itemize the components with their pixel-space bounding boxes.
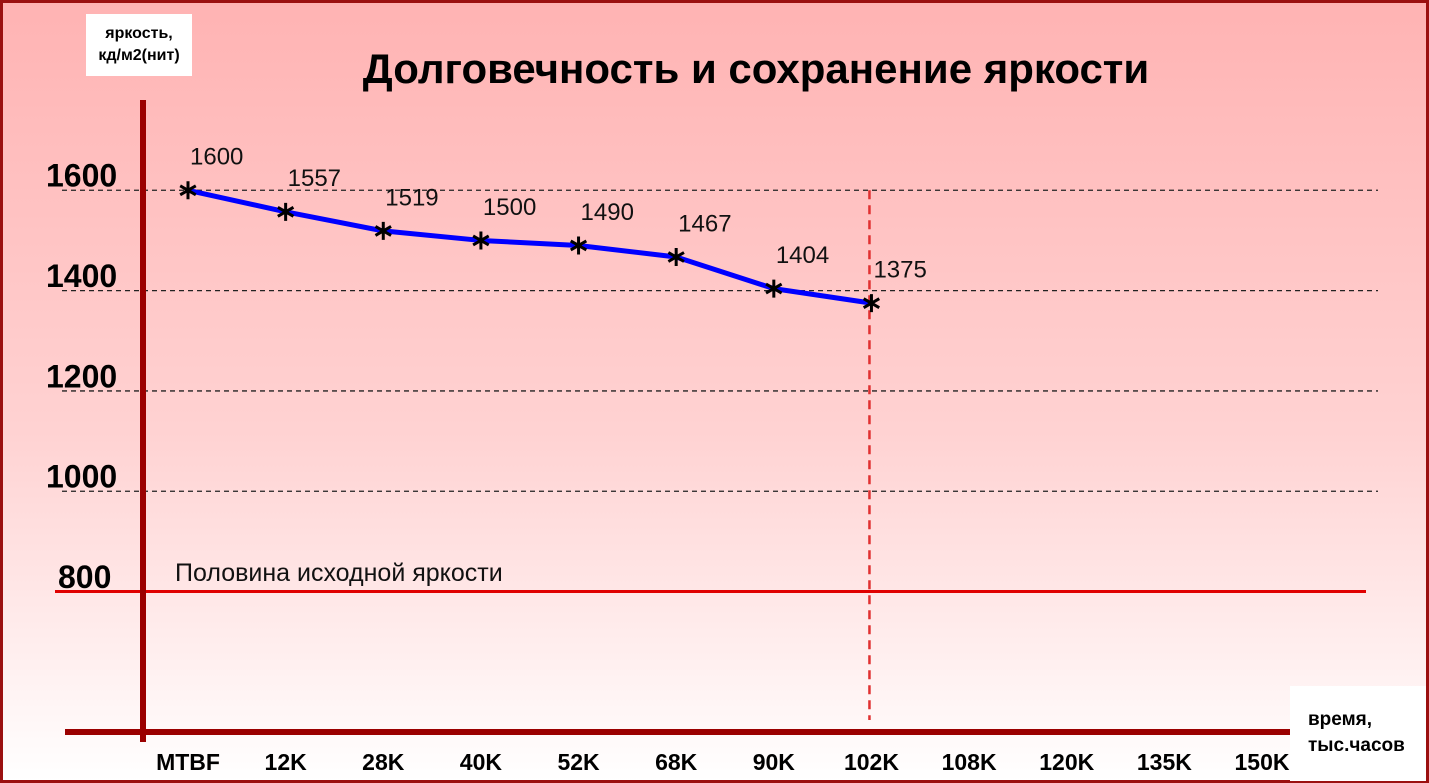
y-tick-label: 1200 bbox=[46, 358, 117, 394]
point-marker bbox=[374, 221, 392, 240]
reference-label: Половина исходной яркости bbox=[175, 559, 503, 587]
y-tick-label: 1000 bbox=[46, 459, 117, 495]
data-label: 1375 bbox=[873, 256, 926, 283]
x-tick-label: 102K bbox=[844, 749, 899, 775]
x-tick-label: 150K bbox=[1235, 749, 1290, 775]
x-tick-label: 90K bbox=[753, 749, 796, 775]
data-label: 1404 bbox=[776, 242, 829, 269]
y-axis-label: яркость, кд/м2(нит) bbox=[98, 25, 179, 64]
x-tick-label: 68K bbox=[655, 749, 698, 775]
x-label-box bbox=[1290, 686, 1426, 781]
point-marker bbox=[667, 247, 685, 266]
y-label-box bbox=[86, 14, 192, 76]
series-line bbox=[187, 187, 872, 306]
point-marker bbox=[570, 236, 588, 255]
data-label: 1600 bbox=[190, 144, 243, 171]
data-label: 1490 bbox=[581, 199, 634, 226]
point-marker bbox=[179, 181, 197, 200]
x-tick-label: 40K bbox=[460, 749, 503, 775]
x-tick-label: 28K bbox=[362, 749, 405, 775]
x-tick-label: MTBF bbox=[156, 749, 220, 775]
data-label: 1500 bbox=[483, 194, 536, 221]
point-marker bbox=[765, 279, 783, 298]
point-marker bbox=[277, 202, 295, 221]
point-marker bbox=[862, 294, 880, 313]
point-marker bbox=[472, 231, 490, 250]
y-tick-label: 800 bbox=[58, 559, 111, 595]
data-label: 1467 bbox=[678, 210, 731, 237]
x-tick-label: 135K bbox=[1137, 749, 1192, 775]
x-tick-label: 108K bbox=[942, 749, 997, 775]
chart-title: Долговечность и сохранение яркости bbox=[363, 45, 1149, 92]
data-label: 1519 bbox=[385, 184, 438, 211]
x-axis-label: время, тыс.часов bbox=[1308, 709, 1405, 756]
y-tick-label: 1600 bbox=[46, 158, 117, 194]
data-label: 1557 bbox=[288, 165, 341, 192]
x-tick-label: 52K bbox=[557, 749, 600, 775]
y-tick-label: 1400 bbox=[46, 258, 117, 294]
x-tick-label: 12K bbox=[265, 749, 308, 775]
x-tick-label: 120K bbox=[1039, 749, 1094, 775]
